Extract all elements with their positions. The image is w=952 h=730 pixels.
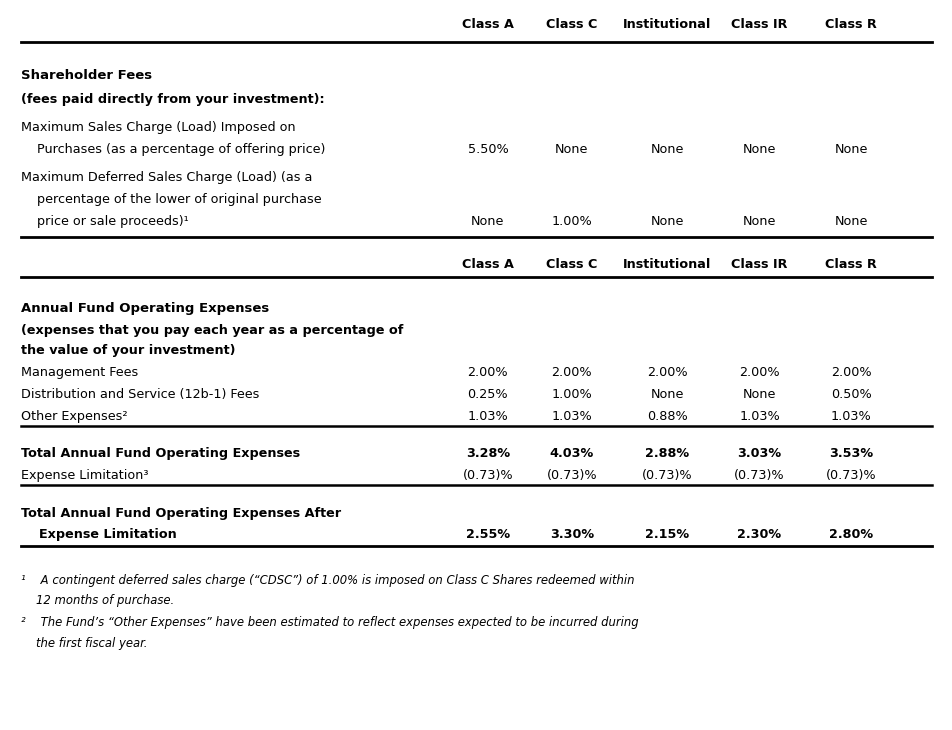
Text: None: None	[742, 215, 776, 228]
Text: Management Fees: Management Fees	[21, 366, 138, 379]
Text: Annual Fund Operating Expenses: Annual Fund Operating Expenses	[21, 302, 268, 315]
Text: None: None	[833, 143, 867, 156]
Text: percentage of the lower of original purchase: percentage of the lower of original purc…	[21, 193, 321, 206]
Text: Class C: Class C	[545, 18, 597, 31]
Text: 1.00%: 1.00%	[551, 388, 591, 401]
Text: Class IR: Class IR	[730, 258, 787, 272]
Text: Expense Limitation³: Expense Limitation³	[21, 469, 149, 483]
Text: Institutional: Institutional	[623, 18, 710, 31]
Text: 1.03%: 1.03%	[830, 410, 870, 423]
Text: Class R: Class R	[824, 18, 876, 31]
Text: Distribution and Service (12b-1) Fees: Distribution and Service (12b-1) Fees	[21, 388, 259, 401]
Text: 3.53%: 3.53%	[828, 447, 872, 461]
Text: None: None	[649, 143, 684, 156]
Text: Maximum Sales Charge (Load) Imposed on: Maximum Sales Charge (Load) Imposed on	[21, 121, 295, 134]
Text: Other Expenses²: Other Expenses²	[21, 410, 128, 423]
Text: 2.55%: 2.55%	[466, 528, 509, 541]
Text: 1.03%: 1.03%	[739, 410, 779, 423]
Text: Class IR: Class IR	[730, 18, 787, 31]
Text: None: None	[742, 388, 776, 401]
Text: 0.88%: 0.88%	[646, 410, 686, 423]
Text: None: None	[649, 388, 684, 401]
Text: 2.15%: 2.15%	[645, 528, 688, 541]
Text: 1.03%: 1.03%	[467, 410, 507, 423]
Text: Total Annual Fund Operating Expenses After: Total Annual Fund Operating Expenses Aft…	[21, 507, 341, 520]
Text: Total Annual Fund Operating Expenses: Total Annual Fund Operating Expenses	[21, 447, 300, 461]
Text: Class A: Class A	[462, 258, 513, 272]
Text: the first fiscal year.: the first fiscal year.	[21, 637, 148, 650]
Text: (0.73)%: (0.73)%	[733, 469, 784, 483]
Text: 4.03%: 4.03%	[549, 447, 593, 461]
Text: 2.00%: 2.00%	[739, 366, 779, 379]
Text: (0.73)%: (0.73)%	[462, 469, 513, 483]
Text: 0.50%: 0.50%	[830, 388, 870, 401]
Text: None: None	[554, 143, 588, 156]
Text: 3.03%: 3.03%	[737, 447, 781, 461]
Text: ¹    A contingent deferred sales charge (“CDSC”) of 1.00% is imposed on Class C : ¹ A contingent deferred sales charge (“C…	[21, 574, 634, 587]
Text: the value of your investment): the value of your investment)	[21, 344, 235, 357]
Text: 2.00%: 2.00%	[551, 366, 591, 379]
Text: 5.50%: 5.50%	[467, 143, 507, 156]
Text: Class C: Class C	[545, 258, 597, 272]
Text: (expenses that you pay each year as a percentage of: (expenses that you pay each year as a pe…	[21, 324, 403, 337]
Text: 2.88%: 2.88%	[645, 447, 688, 461]
Text: Class A: Class A	[462, 18, 513, 31]
Text: 1.03%: 1.03%	[551, 410, 591, 423]
Text: None: None	[742, 143, 776, 156]
Text: price or sale proceeds)¹: price or sale proceeds)¹	[21, 215, 188, 228]
Text: 1.00%: 1.00%	[551, 215, 591, 228]
Text: 3.28%: 3.28%	[466, 447, 509, 461]
Text: 2.80%: 2.80%	[828, 528, 872, 541]
Text: 2.30%: 2.30%	[737, 528, 781, 541]
Text: Purchases (as a percentage of offering price): Purchases (as a percentage of offering p…	[21, 143, 325, 156]
Text: 2.00%: 2.00%	[830, 366, 870, 379]
Text: (0.73)%: (0.73)%	[824, 469, 876, 483]
Text: 0.25%: 0.25%	[467, 388, 507, 401]
Text: Shareholder Fees: Shareholder Fees	[21, 69, 152, 82]
Text: (0.73)%: (0.73)%	[641, 469, 692, 483]
Text: Maximum Deferred Sales Charge (Load) (as a: Maximum Deferred Sales Charge (Load) (as…	[21, 171, 312, 184]
Text: (fees paid directly from your investment):: (fees paid directly from your investment…	[21, 93, 325, 107]
Text: 2.00%: 2.00%	[467, 366, 507, 379]
Text: 3.30%: 3.30%	[549, 528, 593, 541]
Text: 2.00%: 2.00%	[646, 366, 686, 379]
Text: Class R: Class R	[824, 258, 876, 272]
Text: None: None	[470, 215, 505, 228]
Text: None: None	[649, 215, 684, 228]
Text: ²    The Fund’s “Other Expenses” have been estimated to reflect expenses expecte: ² The Fund’s “Other Expenses” have been …	[21, 616, 638, 629]
Text: Institutional: Institutional	[623, 258, 710, 272]
Text: (0.73)%: (0.73)%	[545, 469, 597, 483]
Text: None: None	[833, 215, 867, 228]
Text: 12 months of purchase.: 12 months of purchase.	[21, 594, 174, 607]
Text: Expense Limitation: Expense Limitation	[21, 528, 176, 541]
